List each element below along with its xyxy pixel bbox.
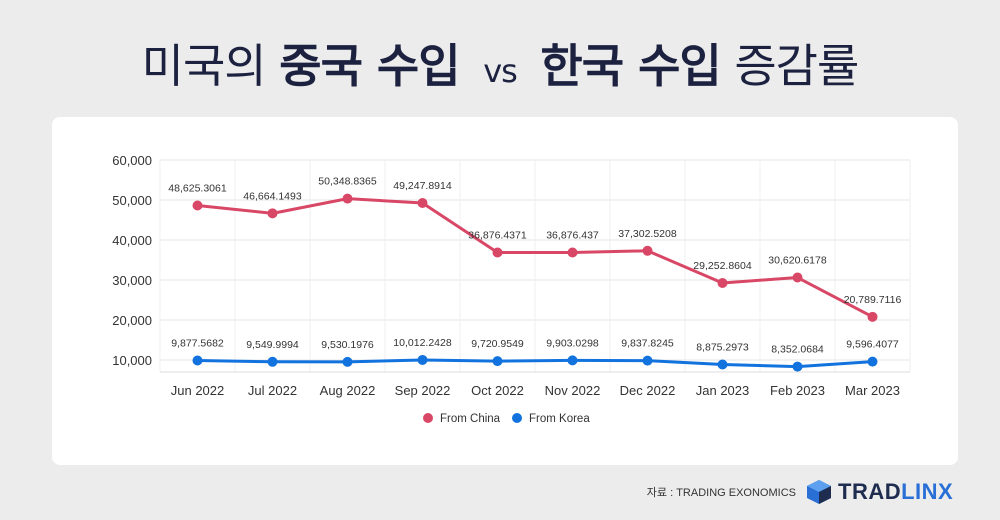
x-tick-label: Mar 2023: [845, 383, 900, 398]
x-tick-label: Jan 2023: [696, 383, 750, 398]
x-tick-label: Oct 2022: [471, 383, 524, 398]
data-point-korea: [567, 355, 578, 366]
data-label-korea: 10,012.2428: [393, 337, 452, 349]
data-label-korea: 9,530.1976: [321, 339, 374, 351]
data-label-korea: 9,596.4077: [846, 339, 899, 351]
y-tick-label: 30,000: [112, 273, 152, 288]
data-point-china: [567, 247, 578, 258]
legend-label-korea: From Korea: [529, 413, 590, 425]
logo-text-a: TRAD: [838, 479, 902, 504]
data-label-korea: 8,352.0684: [771, 344, 824, 356]
legend-marker-china: [423, 413, 433, 423]
data-point-korea: [792, 361, 803, 372]
x-tick-label: Feb 2023: [770, 383, 825, 398]
legend-marker-korea: [512, 413, 522, 423]
data-point-china: [867, 311, 878, 322]
x-tick-label: Jul 2022: [248, 383, 297, 398]
data-label-china: 29,252.8604: [693, 260, 752, 272]
logo-cube-icon: [807, 480, 831, 504]
data-point-korea: [267, 356, 278, 367]
data-label-china: 37,302.5208: [618, 228, 677, 240]
data-point-korea: [642, 355, 653, 366]
data-label-china: 48,625.3061: [168, 182, 227, 194]
data-label-korea: 9,877.5682: [171, 337, 224, 349]
data-point-china: [342, 193, 353, 204]
logo-text: TRADLINX: [838, 479, 953, 505]
data-point-korea: [867, 356, 878, 367]
data-point-china: [492, 247, 503, 258]
y-tick-label: 40,000: [112, 233, 152, 248]
data-point-china: [192, 200, 203, 211]
data-point-korea: [417, 354, 428, 365]
y-tick-label: 50,000: [112, 193, 152, 208]
title-part1: 미국의: [141, 39, 267, 93]
data-label-korea: 9,903.0298: [546, 337, 599, 349]
data-label-china: 46,664.1493: [243, 190, 302, 202]
tradlinx-logo: TRADLINX: [806, 478, 953, 506]
data-point-korea: [192, 355, 203, 366]
x-tick-label: Aug 2022: [320, 383, 376, 398]
data-label-china: 36,876.4371: [468, 229, 527, 241]
legend-label-china: From China: [440, 413, 501, 425]
data-point-china: [642, 245, 653, 256]
data-label-china: 49,247.8914: [393, 180, 452, 192]
data-label-korea: 9,720.9549: [471, 338, 524, 350]
logo-text-b: LINX: [901, 479, 954, 504]
data-point-korea: [492, 356, 503, 367]
data-point-china: [717, 277, 728, 288]
data-point-china: [267, 208, 278, 219]
series-line-korea: [196, 358, 874, 369]
data-point-korea: [342, 356, 353, 367]
data-label-china: 50,348.8365: [318, 176, 377, 188]
x-tick-label: Dec 2022: [620, 383, 676, 398]
y-tick-label: 10,000: [112, 353, 152, 368]
title-vs: vs: [483, 52, 518, 90]
data-label-china: 36,876.437: [546, 229, 599, 241]
series-line-china: [196, 197, 874, 319]
data-label-china: 20,789.7116: [844, 294, 902, 306]
data-point-china: [792, 272, 803, 283]
x-tick-label: Sep 2022: [395, 383, 451, 398]
data-point-china: [417, 198, 428, 209]
x-tick-label: Nov 2022: [545, 383, 601, 398]
chart-card: [52, 117, 958, 465]
title-part3: 한국 수입: [540, 39, 721, 93]
data-label-korea: 9,837.8245: [621, 338, 674, 350]
page-title: 미국의 중국 수입 vs 한국 수입 증감률: [0, 30, 1000, 96]
source-note: 자료 : TRADING EXONOMICS: [646, 487, 796, 499]
data-point-korea: [717, 359, 728, 370]
title-part2: 중국 수입: [279, 39, 460, 93]
x-tick-label: Jun 2022: [171, 383, 225, 398]
title-part4: 증감률: [734, 39, 859, 93]
y-tick-label: 60,000: [112, 153, 152, 168]
data-label-china: 30,620.6178: [768, 255, 827, 267]
data-label-korea: 9,549.9994: [246, 339, 299, 351]
y-tick-label: 20,000: [112, 313, 152, 328]
data-label-korea: 8,875.2973: [696, 341, 749, 353]
